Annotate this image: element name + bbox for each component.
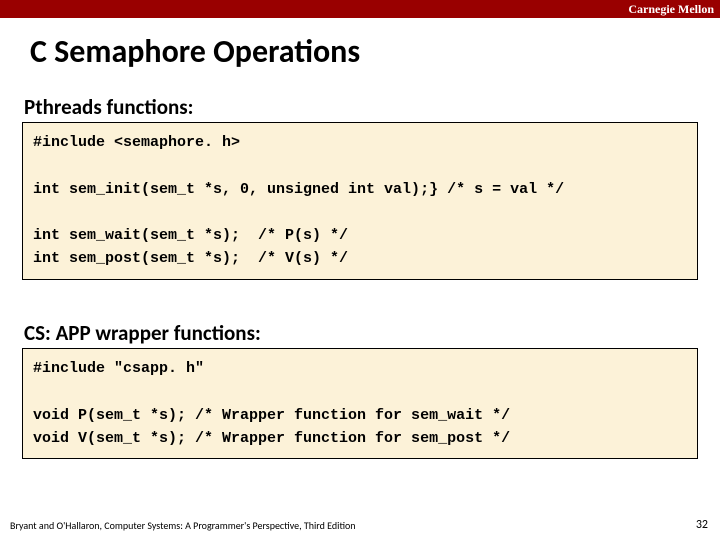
section-heading-pthreads: Pthreads functions: (24, 94, 193, 120)
slide: Carnegie Mellon C Semaphore Operations P… (0, 0, 720, 540)
footer-citation: Bryant and O'Hallaron, Computer Systems:… (10, 519, 356, 532)
code-block-pthreads: #include <semaphore. h> int sem_init(sem… (22, 122, 698, 280)
page-number: 32 (696, 518, 708, 532)
top-bar (0, 0, 720, 18)
section-heading-csapp: CS: APP wrapper functions: (24, 320, 261, 346)
code-block-csapp: #include "csapp. h" void P(sem_t *s); /*… (22, 348, 698, 459)
brand-label: Carnegie Mellon (628, 0, 714, 18)
page-title: C Semaphore Operations (30, 32, 360, 71)
